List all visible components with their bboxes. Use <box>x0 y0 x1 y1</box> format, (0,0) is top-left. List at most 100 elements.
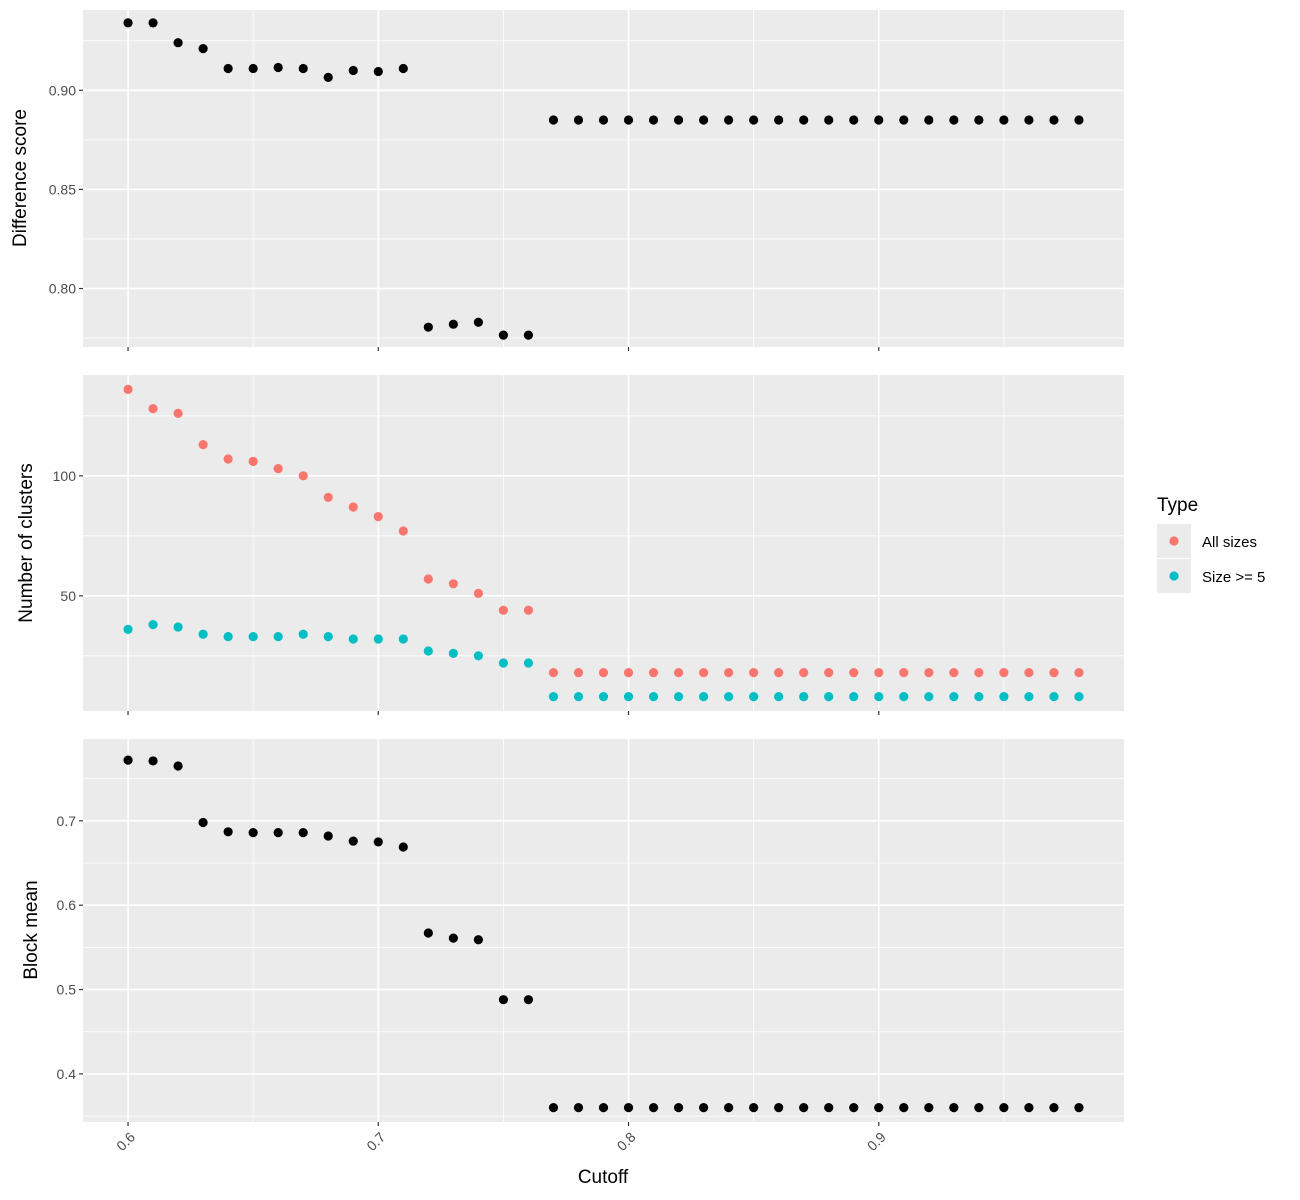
data-point <box>548 668 559 678</box>
data-point <box>949 692 959 702</box>
data-point <box>774 115 784 125</box>
data-point <box>648 692 659 702</box>
data-point <box>548 1103 559 1113</box>
data-point <box>1074 115 1084 125</box>
data-point <box>999 668 1009 678</box>
data-point <box>573 692 584 702</box>
data-point <box>623 115 634 125</box>
legend-label-all-sizes: All sizes <box>1202 534 1257 551</box>
data-point <box>648 1103 659 1113</box>
data-point <box>1024 692 1034 702</box>
data-point <box>323 831 333 841</box>
data-point <box>173 622 183 632</box>
legend-key-size-5 <box>1169 571 1179 581</box>
data-point <box>698 1103 709 1113</box>
data-point <box>799 668 809 678</box>
data-point <box>523 658 534 668</box>
data-point <box>298 828 308 838</box>
data-point <box>874 1103 884 1113</box>
data-point <box>273 828 283 838</box>
data-point <box>774 692 784 702</box>
data-point <box>724 115 734 125</box>
y-axis-title-difference-score: Difference score <box>10 109 31 247</box>
panel-number-of-clusters: 50 100 <box>53 375 1124 715</box>
data-point <box>724 692 734 702</box>
data-point <box>448 933 458 943</box>
data-point <box>598 692 609 702</box>
data-point <box>874 692 884 702</box>
y-tick-label: 0.85 <box>49 181 76 197</box>
data-point <box>498 605 509 615</box>
y-tick-label: 0.7 <box>57 813 77 829</box>
data-point <box>248 828 258 838</box>
data-point <box>348 634 358 644</box>
data-point <box>1074 1103 1084 1113</box>
data-point <box>323 72 333 82</box>
panel-difference-score: 0.80 0.85 0.90 <box>49 10 1124 351</box>
data-point <box>899 668 909 678</box>
data-point <box>673 1103 684 1113</box>
data-point <box>223 63 233 74</box>
y-tick-label: 0.5 <box>57 982 77 998</box>
data-point <box>498 330 509 340</box>
data-point <box>123 384 133 394</box>
data-point <box>799 692 809 702</box>
data-point <box>1049 1103 1059 1113</box>
data-point <box>298 63 308 74</box>
data-point <box>673 692 684 702</box>
data-point <box>373 66 383 77</box>
data-point <box>1049 668 1059 678</box>
y-tick-label: 0.6 <box>57 897 77 913</box>
data-point <box>423 928 433 938</box>
data-point <box>974 115 984 125</box>
data-point <box>273 62 283 73</box>
data-point <box>198 440 208 450</box>
data-point <box>398 526 408 536</box>
panel-block-mean: 0.4 0.5 0.6 0.7 0.6 0.7 0.8 0.9 <box>57 739 1124 1154</box>
data-point <box>924 1103 934 1113</box>
data-point <box>774 1103 784 1113</box>
data-point <box>573 1103 584 1113</box>
data-point <box>123 624 133 635</box>
data-point <box>1024 1103 1034 1113</box>
data-point <box>874 668 884 678</box>
data-point <box>348 65 358 76</box>
data-point <box>999 692 1009 702</box>
data-point <box>473 935 483 945</box>
data-point <box>623 668 634 678</box>
data-point <box>423 574 433 584</box>
data-point <box>473 588 483 599</box>
data-point <box>123 18 133 28</box>
data-point <box>824 668 834 678</box>
data-point <box>799 115 809 125</box>
data-point <box>1024 115 1034 125</box>
data-point <box>373 837 383 847</box>
data-point <box>148 620 158 630</box>
data-point <box>473 317 483 327</box>
data-point <box>148 756 158 766</box>
x-tick-label: 0.6 <box>113 1129 138 1154</box>
data-point <box>749 115 759 125</box>
y-tick-label: 50 <box>60 588 76 604</box>
data-point <box>1074 692 1084 702</box>
data-point <box>173 408 183 418</box>
data-point <box>398 842 408 852</box>
data-point <box>198 817 208 828</box>
data-point <box>448 648 458 659</box>
legend-label-size-5: Size >= 5 <box>1202 569 1265 586</box>
data-point <box>323 492 333 502</box>
data-point <box>398 634 408 644</box>
data-point <box>223 827 233 837</box>
x-axis-title-cutoff: Cutoff <box>578 1167 629 1188</box>
data-point <box>323 632 333 642</box>
series-size-5 <box>123 620 1084 702</box>
data-point <box>398 63 408 74</box>
data-point <box>849 1103 859 1113</box>
x-tick-label: 0.9 <box>864 1129 889 1154</box>
data-point <box>899 115 909 125</box>
data-point <box>724 668 734 678</box>
data-point <box>598 668 609 678</box>
data-point <box>824 1103 834 1113</box>
